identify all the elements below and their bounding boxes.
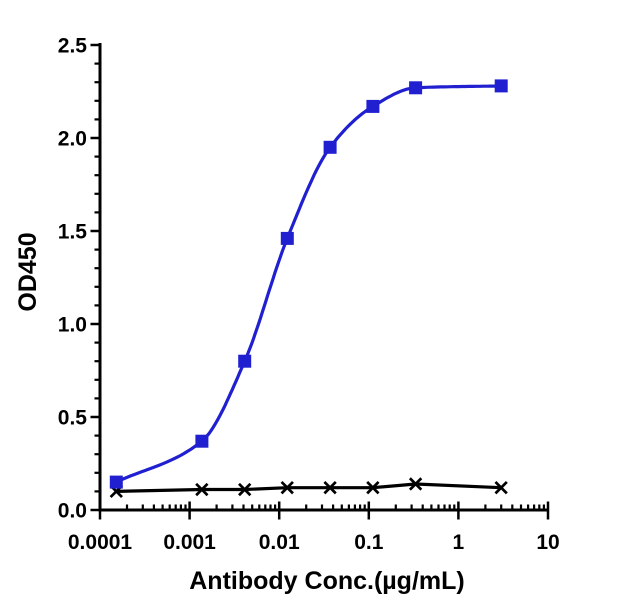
x-tick-label: 0.0001: [68, 531, 133, 554]
y-tick-label: 1.5: [58, 221, 88, 244]
y-tick-label: 2.5: [58, 35, 88, 58]
y-tick-label: 0.0: [58, 500, 87, 523]
square-marker: [366, 99, 380, 113]
y-tick-label: 2.0: [58, 128, 87, 151]
x-cross-marker: [238, 482, 252, 497]
square-marker: [409, 81, 423, 95]
control-line: [116, 482, 502, 493]
binding-curve: [115, 84, 502, 484]
plot-area: 0.0001 0.001 0.01 0.1 1 10 0.0 0.5 1.0 1.5 2.0 2.5: [58, 35, 560, 555]
x-cross-marker: [280, 481, 294, 495]
x-cross-marker: [408, 477, 423, 491]
y-axis-title: OD450: [14, 232, 42, 311]
x-tick-label: 0.001: [163, 531, 216, 554]
x-cross-marker: [366, 481, 380, 495]
x-tick-label: 1: [453, 531, 465, 554]
x-cross-marker: [323, 481, 337, 495]
x-cross-marker: [494, 481, 508, 495]
y-tick-label: 0.5: [58, 407, 88, 430]
x-axis-title: Antibody Conc.(µg/mL): [189, 567, 464, 595]
square-marker: [109, 475, 123, 489]
y-tick-label: 1.0: [58, 314, 87, 337]
square-marker: [238, 354, 252, 368]
square-marker: [195, 434, 209, 448]
x-tick-label: 10: [536, 531, 559, 554]
square-marker: [494, 79, 508, 93]
x-cross-marker: [195, 482, 209, 497]
x-tick-label: 0.1: [354, 531, 384, 554]
square-marker: [280, 231, 294, 245]
square-marker: [323, 140, 337, 154]
x-tick-label: 0.01: [259, 531, 300, 554]
